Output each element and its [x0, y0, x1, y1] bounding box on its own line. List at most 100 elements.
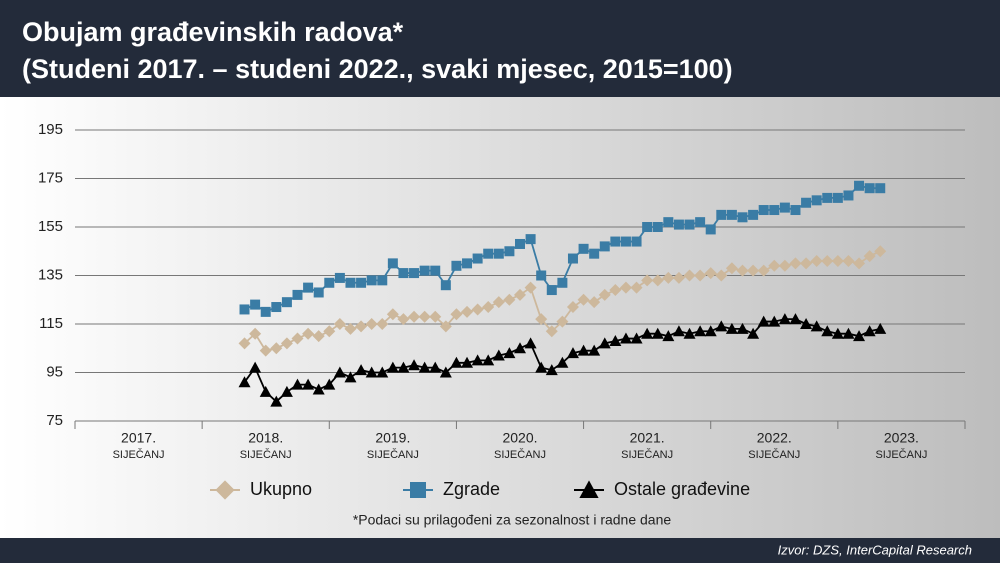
marker	[694, 269, 707, 282]
marker	[662, 330, 675, 342]
legend-marker	[579, 480, 599, 498]
marker	[662, 271, 675, 284]
marker	[492, 349, 505, 361]
x-tick-label: 2023.	[884, 430, 919, 446]
marker	[673, 219, 684, 230]
marker	[631, 236, 642, 247]
marker	[280, 385, 293, 397]
marker	[630, 332, 643, 344]
marker	[747, 327, 760, 339]
marker	[482, 301, 495, 314]
marker	[695, 217, 706, 228]
marker	[504, 246, 515, 257]
marker	[303, 282, 314, 293]
marker	[821, 254, 834, 267]
marker	[429, 310, 442, 323]
y-tick-label: 195	[38, 121, 63, 138]
marker	[439, 320, 452, 333]
marker	[545, 325, 558, 338]
marker	[651, 327, 664, 339]
marker	[292, 289, 303, 300]
marker	[355, 320, 368, 333]
marker	[270, 395, 283, 407]
marker	[344, 371, 357, 383]
x-tick-label: 2017.	[121, 430, 156, 446]
footnote: *Podaci su prilagođeni za sezonalnost i …	[353, 512, 672, 528]
marker	[683, 269, 696, 282]
marker	[386, 361, 399, 373]
marker	[599, 241, 610, 252]
y-tick-label: 75	[46, 412, 63, 429]
marker	[323, 378, 336, 390]
marker	[577, 344, 590, 356]
marker	[874, 322, 887, 334]
marker	[249, 361, 262, 373]
marker	[842, 327, 855, 339]
marker	[822, 192, 833, 203]
marker	[863, 325, 876, 337]
marker	[715, 320, 728, 332]
marker	[863, 250, 876, 263]
marker	[769, 205, 780, 216]
marker	[439, 366, 452, 378]
marker	[641, 274, 654, 287]
marker	[566, 301, 579, 314]
marker	[366, 275, 377, 286]
marker	[757, 315, 770, 327]
x-tick-label: 2022.	[757, 430, 792, 446]
marker	[546, 285, 557, 296]
y-tick-label: 115	[39, 315, 63, 332]
marker	[409, 268, 420, 279]
marker	[853, 257, 866, 270]
marker	[704, 325, 717, 337]
legend-marker	[215, 480, 235, 500]
marker	[365, 366, 378, 378]
marker	[334, 272, 345, 283]
marker	[842, 254, 855, 267]
x-tick-sublabel: SIJEČANJ	[113, 448, 165, 461]
marker	[536, 270, 547, 281]
marker	[874, 245, 887, 258]
x-tick-label: 2019.	[375, 430, 410, 446]
chart-title: Obujam građevinskih radova*	[22, 17, 404, 47]
marker	[270, 342, 283, 355]
marker	[450, 308, 463, 321]
marker	[704, 267, 717, 280]
marker	[609, 284, 622, 297]
marker	[609, 334, 622, 346]
marker	[557, 277, 568, 288]
marker	[810, 254, 823, 267]
marker	[619, 281, 632, 294]
marker	[864, 183, 875, 194]
header	[0, 0, 1000, 97]
plot: 75 95 115 135 155 175 195 2017. SIJEČANJ 2018. SIJ…	[38, 121, 966, 500]
x-tick-label: 2020.	[502, 430, 537, 446]
marker	[503, 293, 516, 306]
marker	[736, 264, 749, 277]
marker	[440, 280, 451, 291]
marker	[461, 305, 474, 318]
marker	[408, 310, 421, 323]
marker	[556, 356, 569, 368]
y-tick-label: 135	[38, 266, 63, 283]
legend-label: Zgrade	[443, 479, 500, 499]
marker	[672, 325, 685, 337]
legend-label: Ostale građevine	[614, 479, 750, 499]
marker	[430, 265, 441, 276]
marker	[514, 288, 526, 301]
marker	[588, 344, 601, 356]
marker	[387, 258, 398, 269]
marker	[250, 299, 261, 310]
marker	[312, 383, 325, 395]
marker	[801, 197, 812, 208]
marker	[853, 330, 866, 342]
marker	[472, 253, 483, 264]
marker	[249, 327, 262, 340]
marker	[790, 205, 801, 216]
marker	[832, 192, 843, 203]
marker	[451, 260, 462, 271]
marker	[461, 356, 474, 368]
marker	[355, 364, 368, 376]
marker	[768, 315, 781, 327]
marker	[566, 347, 579, 359]
